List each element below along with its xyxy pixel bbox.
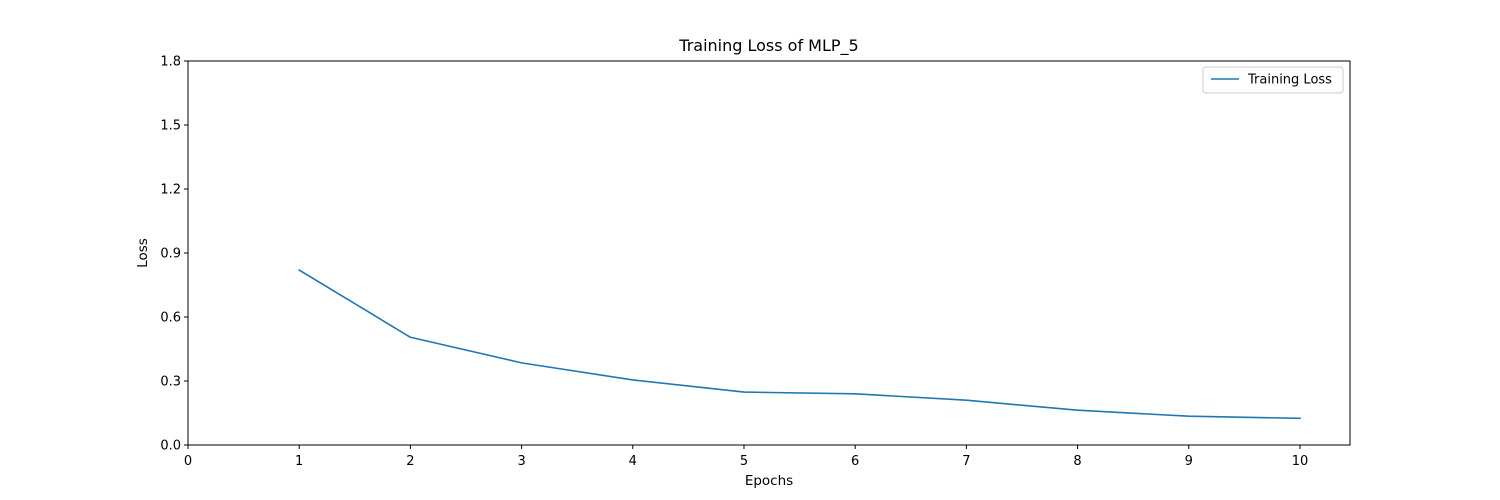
y-tick-label: 1.5 — [160, 119, 181, 134]
chart-title: Training Loss of MLP_5 — [678, 36, 858, 56]
x-axis: 0 1 2 3 4 5 6 7 8 9 10 — [184, 445, 1308, 469]
y-axis: 0.0 0.3 0.6 0.9 1.2 1.5 1.8 — [160, 55, 188, 454]
series-line-0 — [298, 268, 1301, 420]
x-tick-label: 3 — [517, 454, 525, 469]
plot-frame — [187, 60, 1351, 446]
x-tick-label: 8 — [1073, 454, 1081, 469]
y-axis-label: Loss — [135, 238, 151, 268]
y-tick-label: 0.9 — [160, 247, 181, 262]
legend-entry-label: Training Loss — [1247, 73, 1332, 88]
y-tick-label: 0.6 — [160, 311, 181, 326]
x-tick-label: 0 — [184, 454, 192, 469]
x-tick-label: 6 — [851, 454, 859, 469]
y-tick-label: 0.0 — [160, 439, 181, 454]
y-tick-label: 1.8 — [160, 55, 181, 70]
x-axis-label: Epochs — [745, 473, 793, 489]
x-tick-label: 10 — [1292, 454, 1309, 469]
x-tick-label: 2 — [406, 454, 414, 469]
x-tick-label: 5 — [740, 454, 748, 469]
legend: Training Loss — [1202, 66, 1344, 94]
y-tick-label: 1.2 — [160, 183, 181, 198]
legend-box — [1202, 66, 1344, 94]
x-tick-label: 1 — [295, 454, 303, 469]
y-tick-label: 0.3 — [160, 375, 181, 390]
x-tick-label: 4 — [629, 454, 637, 469]
x-tick-label: 9 — [1185, 454, 1193, 469]
series-layer — [298, 268, 1301, 420]
x-tick-label: 7 — [962, 454, 970, 469]
